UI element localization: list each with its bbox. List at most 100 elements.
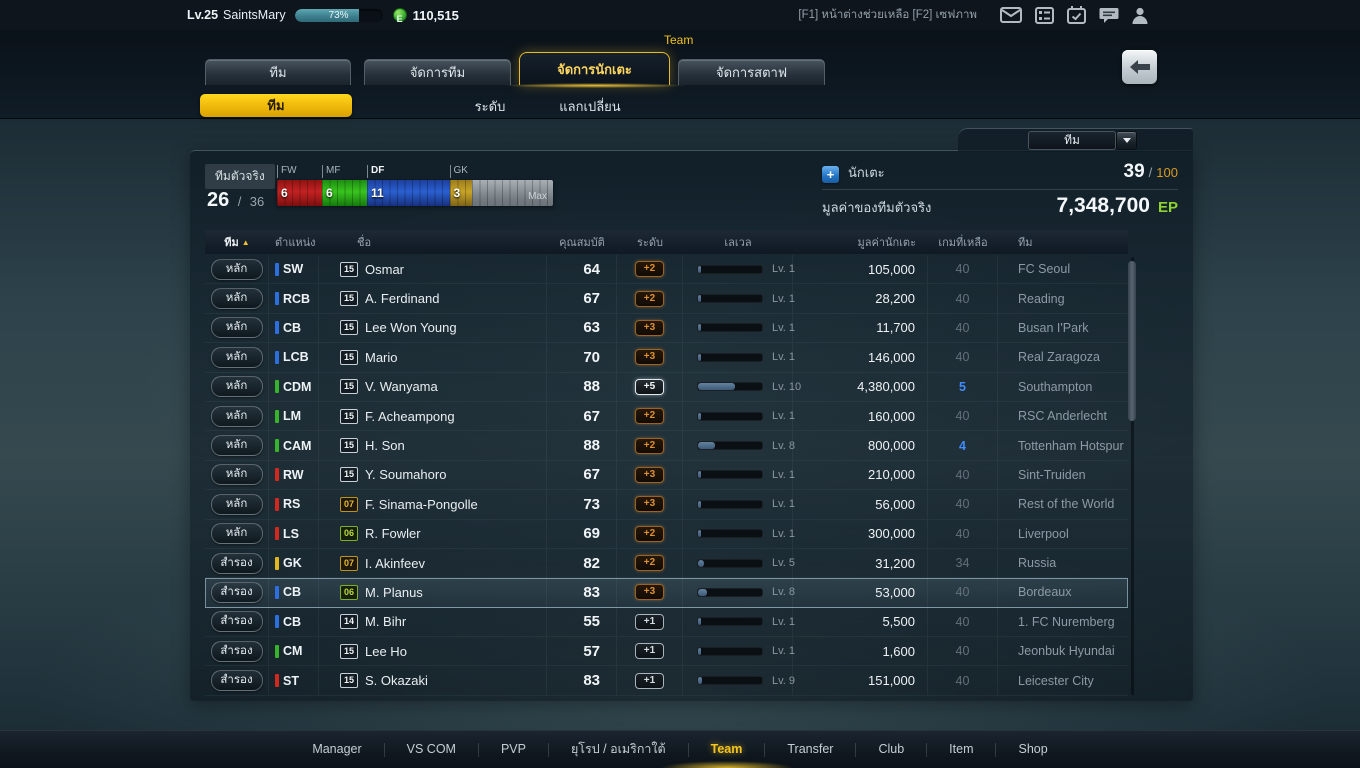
column-header[interactable]: เลเวล — [683, 230, 793, 254]
topbar: Lv.25 SaintsMary 73% E 110,515 [F1] หน้า… — [0, 0, 1360, 30]
nav-divider — [764, 742, 766, 757]
level-cell: Lv. 9 — [683, 666, 795, 695]
tab-label: จัดการสตาฟ — [715, 65, 788, 80]
player-rating: 88 — [547, 372, 617, 401]
table-row[interactable]: หลัก CB 15 Lee Won Young 63 +3 Lv. 1 11,7… — [205, 313, 1128, 344]
scrollbar-thumb[interactable] — [1128, 261, 1136, 421]
status-button[interactable]: หลัก — [210, 317, 263, 339]
boost-cell: +2 — [617, 548, 683, 578]
position-cell: CAM — [269, 431, 319, 460]
nav-item--[interactable]: ยุโรป / อเมริกาใต้ — [549, 731, 688, 768]
status-button[interactable]: สำรอง — [210, 581, 263, 603]
player-value: 4,380,000 — [793, 372, 928, 401]
status-button[interactable]: หลัก — [210, 405, 263, 427]
table-row[interactable]: หลัก LM 15 F. Acheampong 67 +2 Lv. 1 160,… — [205, 401, 1128, 432]
player-name: F. Sinama-Pongolle — [365, 496, 478, 512]
column-header[interactable]: ทีม — [998, 230, 1128, 254]
scrollbar-track[interactable] — [1131, 257, 1134, 695]
tab-main-3[interactable]: จัดการสตาฟ — [678, 59, 825, 85]
column-header[interactable]: ระดับ — [617, 230, 683, 254]
status-button[interactable]: หลัก — [210, 346, 263, 368]
season-badge: 15 — [340, 408, 358, 424]
table-row[interactable]: สำรอง CB 14 M. Bihr 55 +1 Lv. 1 5,500 40 … — [205, 607, 1128, 638]
tab-main-1[interactable]: จัดการทีม — [364, 59, 511, 85]
status-button[interactable]: หลัก — [210, 258, 263, 280]
level-progress-fill — [698, 559, 704, 567]
sub-tab[interactable]: ระดับ — [455, 96, 525, 116]
sub-tab[interactable]: แลกเปลี่ยน — [540, 96, 640, 116]
player-value: 105,000 — [793, 255, 928, 284]
upgrade-badge: +2 — [635, 525, 664, 542]
status-button[interactable]: หลัก — [210, 376, 263, 398]
sub-tab[interactable]: ทีม — [200, 94, 352, 117]
table-row[interactable]: หลัก RS 07 F. Sinama-Pongolle 73 +3 Lv. 1… — [205, 490, 1128, 520]
table-row[interactable]: หลัก SW 15 Osmar 64 +2 Lv. 1 105,000 40 F… — [205, 255, 1128, 285]
position-color-bar — [275, 527, 279, 541]
player-name: V. Wanyama — [365, 379, 438, 395]
add-player-button[interactable]: + — [822, 165, 839, 183]
position-color-bar — [275, 556, 279, 570]
table-row[interactable]: หลัก CAM 15 H. Son 88 +2 Lv. 8 800,000 4 … — [205, 431, 1128, 461]
status-button[interactable]: หลัก — [210, 435, 263, 457]
club-name: Busan I'Park — [1018, 320, 1089, 335]
table-row[interactable]: หลัก LCB 15 Mario 70 +3 Lv. 1 146,000 40 … — [205, 343, 1128, 373]
checkin-icon[interactable] — [1067, 6, 1086, 24]
dropdown-arrow-button[interactable] — [1116, 131, 1137, 150]
nav-item-vs-com[interactable]: VS COM — [385, 731, 478, 768]
roster-icon[interactable] — [1035, 6, 1054, 24]
status-button[interactable]: หลัก — [210, 288, 263, 310]
table-header: ทีม ▲ ตำแหน่ง ชื่อ คุณสมบัติ ระดับ เลเวล มูลค่า… — [205, 230, 1128, 254]
column-header[interactable]: มูลค่านักเตะ — [793, 230, 928, 254]
position-group-label: DF — [367, 165, 450, 178]
nav-item-transfer[interactable]: Transfer — [765, 731, 855, 768]
position-segment-empty: Max — [472, 180, 553, 206]
mail-icon[interactable] — [1000, 7, 1022, 23]
column-header[interactable]: เกมที่เหลือ — [928, 230, 998, 254]
status-button[interactable]: สำรอง — [210, 552, 263, 574]
nav-item-item[interactable]: Item — [927, 731, 995, 768]
squad-separator: / — [237, 194, 242, 209]
status-cell: หลัก — [205, 519, 269, 548]
games-remaining: 40 — [928, 637, 998, 666]
table-row[interactable]: หลัก RCB 15 A. Ferdinand 67 +2 Lv. 1 28,2… — [205, 284, 1128, 314]
tab-manage-players[interactable]: จัดการนักเตะ — [519, 52, 670, 85]
games-remaining: 40 — [928, 401, 998, 431]
column-header[interactable]: ชื่อ — [319, 230, 547, 254]
table-row[interactable]: สำรอง GK 07 I. Akinfeev 82 +2 Lv. 5 31,20… — [205, 548, 1128, 579]
table-row[interactable]: สำรอง CB 06 M. Planus 83 +3 Lv. 8 53,000 … — [205, 578, 1128, 608]
table-row[interactable]: หลัก RW 15 Y. Soumahoro 67 +3 Lv. 1 210,0… — [205, 460, 1128, 491]
status-button[interactable]: สำรอง — [210, 670, 263, 692]
tab-main-0[interactable]: ทีม — [205, 59, 351, 85]
name-cell: 15 H. Son — [319, 431, 547, 460]
level-progress-bar — [697, 470, 763, 480]
name-cell: 15 Lee Ho — [319, 637, 547, 666]
team-filter-dropdown[interactable]: ทีม — [1028, 131, 1116, 150]
status-button[interactable]: สำรอง — [210, 611, 263, 633]
position-label: GK — [283, 556, 302, 571]
chat-icon[interactable] — [1099, 7, 1119, 24]
nav-item-manager[interactable]: Manager — [290, 731, 383, 768]
nav-item-team[interactable]: Team — [689, 731, 765, 768]
back-button[interactable] — [1122, 50, 1157, 84]
table-row[interactable]: สำรอง CM 15 Lee Ho 57 +1 Lv. 1 1,600 40 J… — [205, 637, 1128, 667]
status-button[interactable]: สำรอง — [210, 640, 263, 662]
profile-icon[interactable] — [1132, 7, 1148, 24]
table-row[interactable]: หลัก LS 06 R. Fowler 69 +2 Lv. 1 300,000 … — [205, 519, 1128, 549]
status-button[interactable]: หลัก — [210, 493, 263, 515]
nav-item-club[interactable]: Club — [856, 731, 926, 768]
status-button[interactable]: หลัก — [210, 464, 263, 486]
column-header[interactable]: ทีม ▲ — [205, 230, 269, 254]
club-name: Bordeaux — [1018, 585, 1072, 600]
nav-item-shop[interactable]: Shop — [996, 731, 1069, 768]
table-row[interactable]: สำรอง ST 15 S. Okazaki 83 +1 Lv. 9 151,00… — [205, 666, 1128, 696]
table-row[interactable]: หลัก CDM 15 V. Wanyama 88 +5 Lv. 10 4,380… — [205, 372, 1128, 402]
players-label: นักเตะ — [848, 165, 885, 180]
player-value: 1,600 — [793, 637, 928, 666]
status-button[interactable]: หลัก — [210, 523, 263, 545]
column-header[interactable]: คุณสมบัติ — [547, 230, 617, 254]
player-rating: 57 — [547, 637, 617, 666]
level-progress-fill — [698, 383, 736, 391]
nav-item-pvp[interactable]: PVP — [479, 731, 548, 768]
column-header[interactable]: ตำแหน่ง — [269, 230, 319, 254]
upgrade-badge: +2 — [635, 437, 664, 454]
